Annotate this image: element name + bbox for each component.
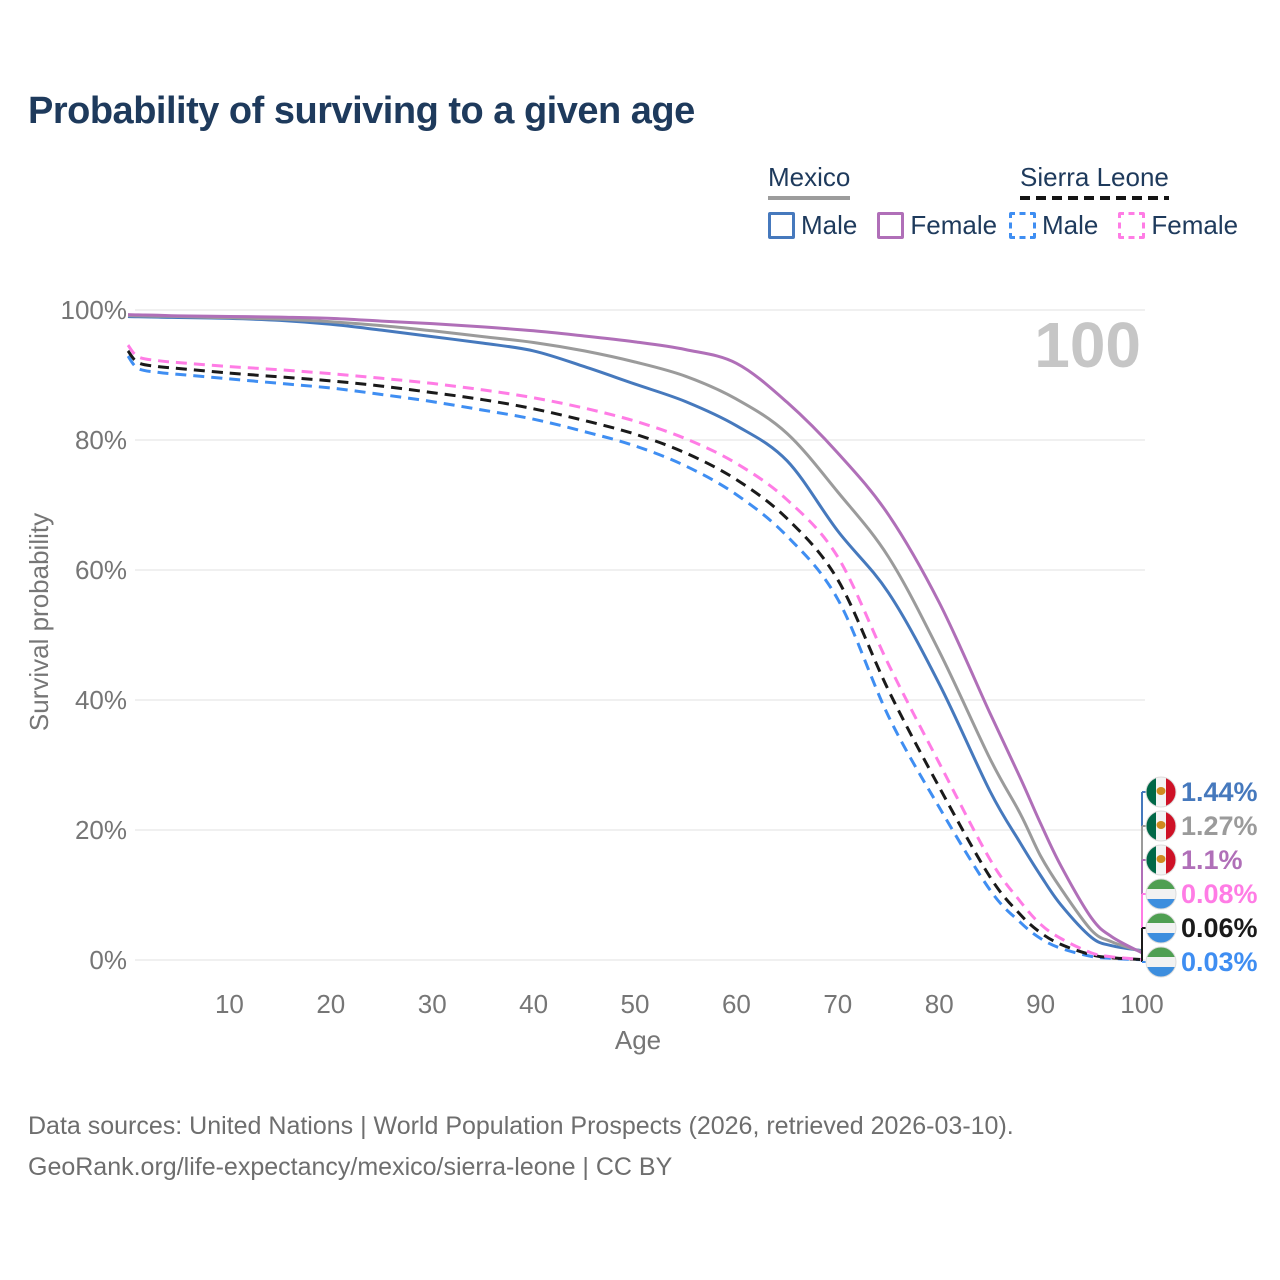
y-tick-label: 80%: [75, 425, 127, 455]
series-line-sierra-leone: [126, 349, 1143, 962]
legend-swatch-sierra-leone-male: [1009, 212, 1036, 239]
legend-item-label: Male: [1042, 210, 1099, 240]
legend-line-sample-sierra-leone: [1020, 196, 1169, 200]
series-line-sierra-leone-female: [126, 344, 1143, 961]
legend-line-sample-mexico: [768, 196, 851, 200]
x-tick-label: 40: [519, 989, 548, 1019]
legend-swatch-sierra-leone-female: [1118, 212, 1146, 239]
end-value-label-sierra-leone-male: 0.03%: [1181, 947, 1258, 977]
hover-age-watermark: 100: [1034, 309, 1141, 381]
legend-group-label: Mexico: [768, 162, 851, 192]
footer: Data sources: United Nations | World Pop…: [28, 1106, 1014, 1188]
series-line-mexico-male: [127, 315, 1143, 953]
y-tick-label: 100%: [61, 295, 128, 325]
x-tick-label: 20: [316, 989, 345, 1019]
y-tick-label: 0%: [89, 945, 127, 975]
mexico-flag-icon: [1145, 844, 1177, 876]
series-line-mexico-female: [127, 313, 1143, 955]
series-line-sierra-leone-male: [126, 355, 1143, 962]
legend-item-mexico-male[interactable]: Male: [768, 210, 857, 241]
data-sources-text: Data sources: United Nations | World Pop…: [28, 1112, 1014, 1140]
legend-item-sierra-leone-female[interactable]: Female: [1118, 210, 1238, 241]
end-value-label-mexico: 1.27%: [1181, 811, 1258, 841]
legend-group-sierra-leone: Sierra Leone Male Female: [1009, 162, 1258, 241]
x-axis-title: Age: [615, 1025, 661, 1055]
mexico-flag-icon: [1145, 810, 1177, 842]
legend: Mexico Male Female Sierra Leone Male: [0, 162, 1280, 242]
legend-item-mexico-female[interactable]: Female: [877, 210, 997, 241]
y-tick-label: 60%: [75, 555, 127, 585]
mexico-flag-icon: [1145, 776, 1177, 808]
legend-group-title-mexico[interactable]: Mexico: [768, 162, 851, 200]
x-tick-label: 90: [1026, 989, 1055, 1019]
legend-swatch-mexico-male: [768, 212, 795, 239]
sierra-leone-flag-icon: [1145, 912, 1177, 944]
series-line-mexico: [127, 314, 1143, 954]
end-value-label-mexico-female: 1.1%: [1181, 845, 1243, 875]
end-value-label-mexico-male: 1.44%: [1181, 777, 1258, 807]
legend-group-label: Sierra Leone: [1020, 162, 1169, 192]
end-value-label-sierra-leone: 0.06%: [1181, 913, 1258, 943]
legend-item-label: Female: [1151, 210, 1239, 240]
x-tick-label: 60: [722, 989, 751, 1019]
x-tick-label: 70: [823, 989, 852, 1019]
y-tick-label: 40%: [75, 685, 127, 715]
x-tick-label: 10: [215, 989, 244, 1019]
source-link[interactable]: GeoRank.org/life-expectancy/mexico/sierr…: [28, 1153, 673, 1181]
sierra-leone-flag-icon: [1145, 946, 1177, 978]
x-tick-label: 30: [418, 989, 447, 1019]
legend-group-title-sierra-leone[interactable]: Sierra Leone: [1020, 162, 1169, 200]
legend-item-label: Male: [801, 210, 858, 240]
x-tick-label: 100: [1120, 989, 1163, 1019]
legend-swatch-mexico-female: [877, 212, 905, 239]
x-tick-label: 50: [621, 989, 650, 1019]
page-title: Probability of surviving to a given age: [28, 90, 695, 132]
sierra-leone-flag-icon: [1145, 878, 1177, 910]
y-tick-label: 20%: [75, 815, 127, 845]
x-tick-label: 80: [925, 989, 954, 1019]
legend-item-label: Female: [910, 210, 998, 240]
legend-group-mexico: Mexico Male Female: [768, 162, 1017, 241]
y-axis-title: Survival probability: [24, 513, 54, 731]
legend-item-sierra-leone-male[interactable]: Male: [1009, 210, 1098, 241]
end-value-label-sierra-leone-female: 0.08%: [1181, 879, 1258, 909]
